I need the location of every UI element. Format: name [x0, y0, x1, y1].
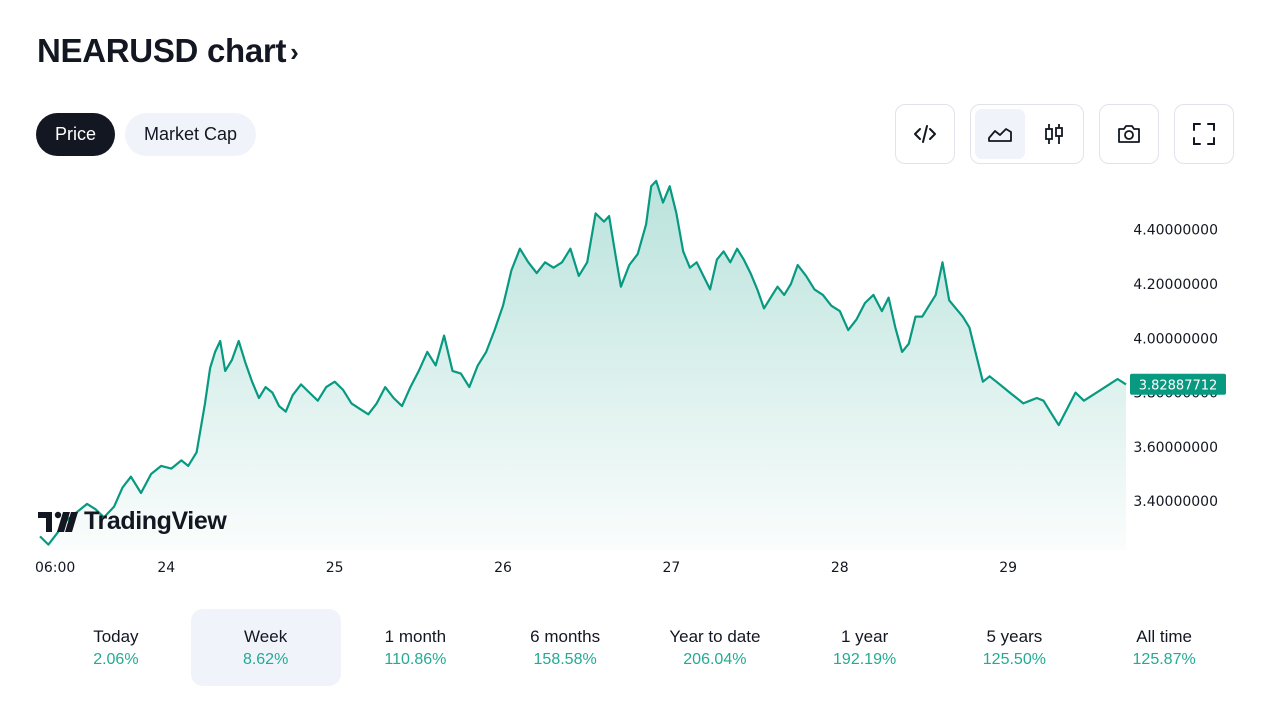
embed-button[interactable] [900, 109, 950, 159]
y-tick-label: 4.00000000 [1133, 331, 1218, 347]
y-tick-label: 3.40000000 [1133, 494, 1218, 510]
camera-icon [1118, 125, 1140, 143]
fullscreen-icon [1193, 123, 1215, 145]
embed-group [895, 104, 955, 164]
x-tick-label: 29 [999, 560, 1017, 576]
y-axis: 3.400000003.600000003.800000004.00000000… [1133, 223, 1218, 510]
chart-title-link[interactable]: NEARUSD chart › [37, 32, 299, 70]
period-label: 6 months [530, 626, 601, 646]
period-today[interactable]: Today 2.06% [41, 609, 191, 686]
area-chart-icon [988, 128, 1012, 142]
fullscreen-group [1174, 104, 1234, 164]
tradingview-logo[interactable]: TradingView [38, 506, 227, 536]
x-tick-label: 28 [831, 560, 849, 576]
last-price-value: 3.82887712 [1139, 379, 1218, 394]
last-price-label: 3.82887712 [1130, 373, 1226, 395]
x-tick-label: 24 [157, 560, 175, 576]
tab-price[interactable]: Price [36, 113, 116, 156]
candlestick-button[interactable] [1029, 109, 1079, 159]
candlestick-icon [1045, 124, 1063, 144]
x-axis: 06:00 24 25 26 27 28 29 [35, 560, 1017, 576]
tradingview-logo-text: TradingView [84, 506, 227, 535]
price-chart[interactable]: 3.400000003.600000003.800000004.00000000… [0, 170, 1280, 590]
x-tick-label: 26 [494, 560, 512, 576]
period-5-years[interactable]: 5 years 125.50% [940, 609, 1090, 686]
x-tick-label: 27 [662, 560, 680, 576]
snapshot-button[interactable] [1104, 109, 1154, 159]
x-tick-label: 06:00 [35, 560, 75, 576]
period-all-time[interactable]: All time 125.87% [1089, 609, 1239, 686]
x-tick-label: 25 [326, 560, 344, 576]
period-selector: Today 2.06% Week 8.62% 1 month 110.86% 6… [41, 609, 1239, 686]
tradingview-logo-icon [38, 511, 78, 532]
period-year-to-date[interactable]: Year to date 206.04% [640, 609, 790, 686]
chart-toolbar [895, 104, 1234, 164]
period-label: 5 years [986, 626, 1043, 646]
period-week[interactable]: Week 8.62% [190, 609, 341, 686]
period-change: 125.50% [982, 650, 1046, 668]
y-tick-label: 3.60000000 [1133, 440, 1218, 456]
period-6-months[interactable]: 6 months 158.58% [490, 609, 640, 686]
period-change: 8.62% [242, 650, 289, 668]
price-line [39, 179, 1127, 546]
period-change: 158.58% [533, 650, 597, 668]
snapshot-group [1099, 104, 1159, 164]
period-1-month[interactable]: 1 month 110.86% [341, 609, 491, 686]
area-chart-button[interactable] [975, 109, 1025, 159]
period-change: 192.19% [833, 650, 897, 668]
period-change: 125.87% [1132, 650, 1196, 668]
price-area-fill [40, 180, 1126, 550]
period-change: 206.04% [683, 650, 747, 668]
code-icon [914, 125, 936, 143]
period-label: 1 month [384, 626, 447, 646]
chevron-right-icon: › [290, 36, 299, 67]
period-label: All time [1136, 626, 1192, 646]
y-tick-label: 4.20000000 [1133, 277, 1218, 293]
period-1-year[interactable]: 1 year 192.19% [790, 609, 940, 686]
page-title: NEARUSD chart [37, 32, 287, 69]
metric-tabs: Price Market Cap [36, 113, 257, 156]
period-label: Year to date [669, 626, 761, 646]
chart-style-group [970, 104, 1084, 164]
period-label: 1 year [841, 626, 889, 646]
fullscreen-button[interactable] [1179, 109, 1229, 159]
period-change: 110.86% [384, 650, 447, 668]
period-change: 2.06% [93, 650, 139, 668]
y-tick-label: 4.40000000 [1133, 223, 1218, 239]
period-label: Today [93, 626, 139, 646]
tab-market-cap[interactable]: Market Cap [125, 113, 257, 156]
period-label: Week [244, 626, 288, 646]
